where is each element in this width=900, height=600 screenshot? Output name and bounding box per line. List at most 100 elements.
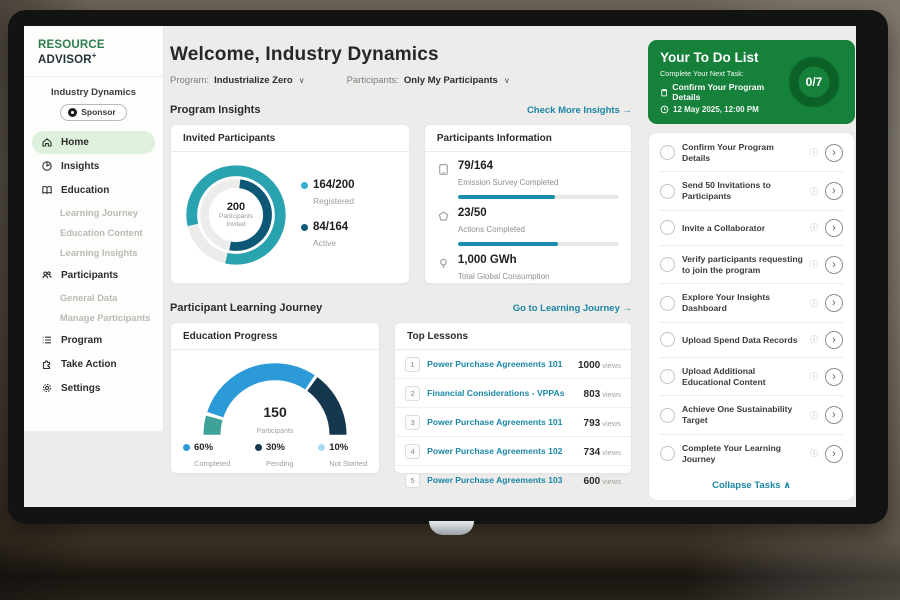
education-progress-title: Education Progress [171, 323, 379, 350]
actions-icon [437, 210, 450, 223]
task-checkbox[interactable] [660, 332, 675, 347]
registered-dot [301, 182, 308, 189]
check-more-insights-link[interactable]: Check More Insights → [527, 105, 632, 116]
survey-icon [437, 163, 450, 176]
task-go-button[interactable]: › [825, 256, 843, 274]
todo-counter: 0/7 [785, 53, 843, 111]
task-row: Achieve One Sustainability Target ⓘ › [659, 396, 844, 434]
task-checkbox[interactable] [660, 145, 675, 160]
todo-next-task: Confirm Your Program Details [672, 82, 785, 102]
participants-information-title: Participants Information [425, 125, 631, 152]
task-row: Verify participants requesting to join t… [659, 246, 844, 284]
participants-filter[interactable]: Participants:Only My Participants∨ [347, 75, 510, 86]
info-icon[interactable]: ⓘ [810, 371, 818, 382]
task-go-button[interactable]: › [825, 144, 843, 162]
task-row: Upload Spend Data Records ⓘ › [659, 323, 844, 358]
app-logo: RESOURCE ADVISOR+ [24, 26, 163, 77]
gauge-center-label: Participants [257, 428, 294, 435]
lesson-rank: 5 [405, 473, 420, 488]
lesson-rank: 1 [405, 357, 420, 372]
not-started-dot [318, 444, 325, 451]
sidebar-item-take-action[interactable]: Take Action [32, 353, 155, 376]
lesson-link[interactable]: Power Purchase Agreements 101 [427, 417, 576, 427]
legend-not-started: 10%Not Started [318, 442, 367, 471]
task-go-button[interactable]: › [825, 182, 843, 200]
sidebar-item-general-data[interactable]: General Data [24, 288, 163, 308]
participants-filter-label: Participants: [347, 75, 399, 86]
info-icon[interactable]: ⓘ [810, 186, 818, 197]
go-to-learning-journey-link[interactable]: Go to Learning Journey → [513, 303, 632, 314]
participants-information-card: Participants Information 79/164Emission … [424, 124, 632, 284]
info-icon[interactable]: ⓘ [810, 448, 818, 459]
task-go-button[interactable]: › [825, 294, 843, 312]
chevron-up-icon: ∧ [783, 480, 791, 491]
info-icon[interactable]: ⓘ [810, 298, 818, 309]
lesson-link[interactable]: Power Purchase Agreements 102 [427, 446, 576, 456]
sidebar-item-participants[interactable]: Participants [32, 264, 155, 287]
info-icon[interactable]: ⓘ [810, 334, 818, 345]
learning-journey-header: Participant Learning Journey Go to Learn… [170, 302, 632, 314]
task-go-button[interactable]: › [825, 445, 843, 463]
sidebar: RESOURCE ADVISOR+ Industry Dynamics Spon… [24, 26, 164, 431]
sidebar-item-education-content[interactable]: Education Content [24, 223, 163, 243]
page-title: Welcome, Industry Dynamics [170, 44, 632, 66]
settings-icon [41, 382, 53, 394]
participants-icon [41, 269, 53, 281]
task-go-button[interactable]: › [825, 368, 843, 386]
lesson-row: 4 Power Purchase Agreements 102 734views [395, 437, 631, 466]
lesson-link[interactable]: Power Purchase Agreements 101 [427, 359, 571, 369]
lesson-row: 5 Power Purchase Agreements 103 600views [395, 466, 631, 494]
arrow-right-icon: → [623, 303, 633, 314]
info-icon[interactable]: ⓘ [810, 222, 818, 233]
task-go-button[interactable]: › [825, 406, 843, 424]
task-checkbox[interactable] [660, 184, 675, 199]
photo-backdrop: RESOURCE ADVISOR+ Industry Dynamics Spon… [0, 0, 900, 600]
invited-participants-card: Invited Participants 200 Partic [170, 124, 410, 284]
take-action-icon [41, 358, 53, 370]
gauge-center-value: 150 [180, 404, 370, 420]
donut-center-label: Participants Invited [210, 213, 262, 230]
lesson-rank: 2 [405, 386, 420, 401]
lesson-row: 3 Power Purchase Agreements 101 793views [395, 408, 631, 437]
task-checkbox[interactable] [660, 369, 675, 384]
info-icon[interactable]: ⓘ [810, 259, 818, 270]
task-list-card: Confirm Your Program Details ⓘ › Send 50… [648, 132, 855, 501]
legend-pending: 30%Pending [255, 442, 294, 471]
program-filter-label: Program: [170, 75, 209, 86]
home-icon [41, 136, 53, 148]
task-go-button[interactable]: › [825, 219, 843, 237]
lesson-row: 2 Financial Considerations - VPPAs 803vi… [395, 379, 631, 408]
sidebar-item-program[interactable]: Program [32, 329, 155, 352]
todo-progress-ring: 0/7 [785, 53, 843, 111]
info-icon[interactable]: ⓘ [810, 147, 818, 158]
task-checkbox[interactable] [660, 257, 675, 272]
sidebar-item-home[interactable]: Home [32, 131, 155, 154]
info-icon[interactable]: ⓘ [810, 410, 818, 421]
sidebar-item-insights[interactable]: Insights [32, 155, 155, 178]
lesson-link[interactable]: Power Purchase Agreements 103 [427, 475, 576, 485]
sidebar-item-education[interactable]: Education [32, 179, 155, 202]
lesson-rank: 4 [405, 444, 420, 459]
task-checkbox[interactable] [660, 296, 675, 311]
program-filter[interactable]: Program:Industrialize Zero∨ [170, 75, 305, 86]
sidebar-item-manage-participants[interactable]: Manage Participants [24, 308, 163, 328]
sidebar-nav: Home Insights Education Learning Journey… [24, 131, 163, 400]
task-go-button[interactable]: › [825, 331, 843, 349]
lesson-rank: 3 [405, 415, 420, 430]
task-checkbox[interactable] [660, 408, 675, 423]
emission-survey-row: 79/164Emission Survey Completed [425, 152, 631, 190]
top-lessons-card: Top Lessons 1 Power Purchase Agreements … [394, 322, 632, 474]
sponsor-badge[interactable]: Sponsor [60, 104, 126, 121]
legend-registered: 164/200Registered [301, 179, 355, 209]
task-row: Confirm Your Program Details ⓘ › [659, 134, 844, 172]
task-checkbox[interactable] [660, 446, 675, 461]
sidebar-item-learning-journey[interactable]: Learning Journey [24, 203, 163, 223]
program-insights-title: Program Insights [170, 104, 260, 116]
sidebar-item-settings[interactable]: Settings [32, 377, 155, 400]
lesson-link[interactable]: Financial Considerations - VPPAs [427, 388, 576, 398]
sidebar-item-learning-insights[interactable]: Learning Insights [24, 243, 163, 263]
task-row: Complete Your Learning Journey ⓘ › [659, 435, 844, 472]
task-checkbox[interactable] [660, 220, 675, 235]
collapse-tasks-link[interactable]: Collapse Tasks ∧ [659, 472, 844, 498]
invited-participants-donut-chart: 200 Participants Invited [177, 156, 295, 274]
